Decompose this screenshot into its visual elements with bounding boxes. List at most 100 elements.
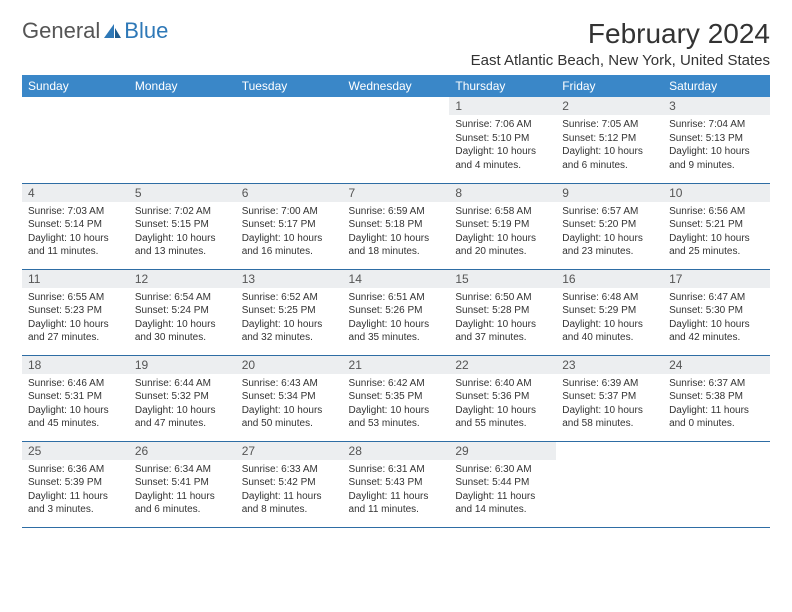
sunset-text: Sunset: 5:20 PM [562,218,657,232]
sunrise-text: Sunrise: 6:51 AM [349,291,444,305]
daylight-text-2: and 9 minutes. [669,159,764,173]
sunset-text: Sunset: 5:17 PM [242,218,337,232]
daylight-text-1: Daylight: 10 hours [455,404,550,418]
day-content: Sunrise: 6:34 AMSunset: 5:41 PMDaylight:… [129,460,236,520]
calendar-day-cell: 12Sunrise: 6:54 AMSunset: 5:24 PMDayligh… [129,269,236,355]
daylight-text-2: and 20 minutes. [455,245,550,259]
sunrise-text: Sunrise: 7:03 AM [28,205,123,219]
calendar-day-cell: 1Sunrise: 7:06 AMSunset: 5:10 PMDaylight… [449,97,556,183]
calendar-day-cell: 28Sunrise: 6:31 AMSunset: 5:43 PMDayligh… [343,441,450,527]
sunrise-text: Sunrise: 6:34 AM [135,463,230,477]
daylight-text-1: Daylight: 10 hours [28,318,123,332]
day-content: Sunrise: 6:47 AMSunset: 5:30 PMDaylight:… [663,288,770,348]
calendar-day-cell: 21Sunrise: 6:42 AMSunset: 5:35 PMDayligh… [343,355,450,441]
sunrise-text: Sunrise: 7:00 AM [242,205,337,219]
sunrise-text: Sunrise: 6:47 AM [669,291,764,305]
daylight-text-1: Daylight: 10 hours [28,232,123,246]
daylight-text-2: and 11 minutes. [349,503,444,517]
day-number: 8 [449,184,556,202]
daylight-text-1: Daylight: 10 hours [349,404,444,418]
sunset-text: Sunset: 5:41 PM [135,476,230,490]
day-content: Sunrise: 6:59 AMSunset: 5:18 PMDaylight:… [343,202,450,262]
sunrise-text: Sunrise: 7:06 AM [455,118,550,132]
day-content: Sunrise: 6:40 AMSunset: 5:36 PMDaylight:… [449,374,556,434]
day-number: 15 [449,270,556,288]
sunset-text: Sunset: 5:23 PM [28,304,123,318]
sunrise-text: Sunrise: 7:02 AM [135,205,230,219]
calendar-day-cell: 16Sunrise: 6:48 AMSunset: 5:29 PMDayligh… [556,269,663,355]
sunset-text: Sunset: 5:28 PM [455,304,550,318]
calendar-day-cell: 22Sunrise: 6:40 AMSunset: 5:36 PMDayligh… [449,355,556,441]
daylight-text-2: and 55 minutes. [455,417,550,431]
sunset-text: Sunset: 5:30 PM [669,304,764,318]
daylight-text-1: Daylight: 10 hours [135,404,230,418]
daylight-text-1: Daylight: 10 hours [28,404,123,418]
daylight-text-1: Daylight: 10 hours [242,404,337,418]
sunset-text: Sunset: 5:26 PM [349,304,444,318]
daylight-text-1: Daylight: 10 hours [562,318,657,332]
daylight-text-1: Daylight: 10 hours [455,232,550,246]
sunrise-text: Sunrise: 6:55 AM [28,291,123,305]
day-number: 14 [343,270,450,288]
day-content: Sunrise: 6:57 AMSunset: 5:20 PMDaylight:… [556,202,663,262]
daylight-text-1: Daylight: 10 hours [562,232,657,246]
daylight-text-2: and 58 minutes. [562,417,657,431]
calendar-day-cell: 15Sunrise: 6:50 AMSunset: 5:28 PMDayligh… [449,269,556,355]
calendar-day-cell: 19Sunrise: 6:44 AMSunset: 5:32 PMDayligh… [129,355,236,441]
sunset-text: Sunset: 5:32 PM [135,390,230,404]
sunset-text: Sunset: 5:34 PM [242,390,337,404]
day-number: 29 [449,442,556,460]
calendar-day-cell: 5Sunrise: 7:02 AMSunset: 5:15 PMDaylight… [129,183,236,269]
day-content: Sunrise: 6:44 AMSunset: 5:32 PMDaylight:… [129,374,236,434]
sunrise-text: Sunrise: 6:44 AM [135,377,230,391]
daylight-text-2: and 6 minutes. [135,503,230,517]
day-number: 2 [556,97,663,115]
daylight-text-1: Daylight: 10 hours [242,232,337,246]
daylight-text-1: Daylight: 11 hours [455,490,550,504]
sunset-text: Sunset: 5:10 PM [455,132,550,146]
sunset-text: Sunset: 5:13 PM [669,132,764,146]
day-header: Friday [556,75,663,97]
sunset-text: Sunset: 5:15 PM [135,218,230,232]
day-content: Sunrise: 7:04 AMSunset: 5:13 PMDaylight:… [663,115,770,175]
day-number: 11 [22,270,129,288]
sunset-text: Sunset: 5:18 PM [349,218,444,232]
day-number: 1 [449,97,556,115]
daylight-text-1: Daylight: 10 hours [455,318,550,332]
calendar-day-cell: 13Sunrise: 6:52 AMSunset: 5:25 PMDayligh… [236,269,343,355]
day-content: Sunrise: 6:51 AMSunset: 5:26 PMDaylight:… [343,288,450,348]
calendar-empty-cell [343,97,450,183]
day-number: 25 [22,442,129,460]
logo-text-general: General [22,18,100,44]
calendar-table: SundayMondayTuesdayWednesdayThursdayFrid… [22,75,770,528]
calendar-week-row: 25Sunrise: 6:36 AMSunset: 5:39 PMDayligh… [22,441,770,527]
daylight-text-2: and 23 minutes. [562,245,657,259]
daylight-text-1: Daylight: 11 hours [669,404,764,418]
sunrise-text: Sunrise: 6:37 AM [669,377,764,391]
logo-text-blue: Blue [124,18,168,44]
day-content: Sunrise: 6:43 AMSunset: 5:34 PMDaylight:… [236,374,343,434]
sunset-text: Sunset: 5:42 PM [242,476,337,490]
day-number: 9 [556,184,663,202]
day-number: 18 [22,356,129,374]
day-content: Sunrise: 6:30 AMSunset: 5:44 PMDaylight:… [449,460,556,520]
day-number: 6 [236,184,343,202]
daylight-text-1: Daylight: 10 hours [135,232,230,246]
page-title: February 2024 [471,18,770,50]
sunset-text: Sunset: 5:43 PM [349,476,444,490]
sunset-text: Sunset: 5:31 PM [28,390,123,404]
location-label: East Atlantic Beach, New York, United St… [471,52,770,69]
day-content: Sunrise: 6:46 AMSunset: 5:31 PMDaylight:… [22,374,129,434]
header: General Blue February 2024 East Atlantic… [22,18,770,69]
day-content: Sunrise: 7:02 AMSunset: 5:15 PMDaylight:… [129,202,236,262]
day-number: 23 [556,356,663,374]
daylight-text-2: and 45 minutes. [28,417,123,431]
daylight-text-2: and 18 minutes. [349,245,444,259]
calendar-day-cell: 9Sunrise: 6:57 AMSunset: 5:20 PMDaylight… [556,183,663,269]
sunrise-text: Sunrise: 6:39 AM [562,377,657,391]
day-header: Wednesday [343,75,450,97]
sunset-text: Sunset: 5:12 PM [562,132,657,146]
day-number: 24 [663,356,770,374]
calendar-week-row: 11Sunrise: 6:55 AMSunset: 5:23 PMDayligh… [22,269,770,355]
day-number: 28 [343,442,450,460]
